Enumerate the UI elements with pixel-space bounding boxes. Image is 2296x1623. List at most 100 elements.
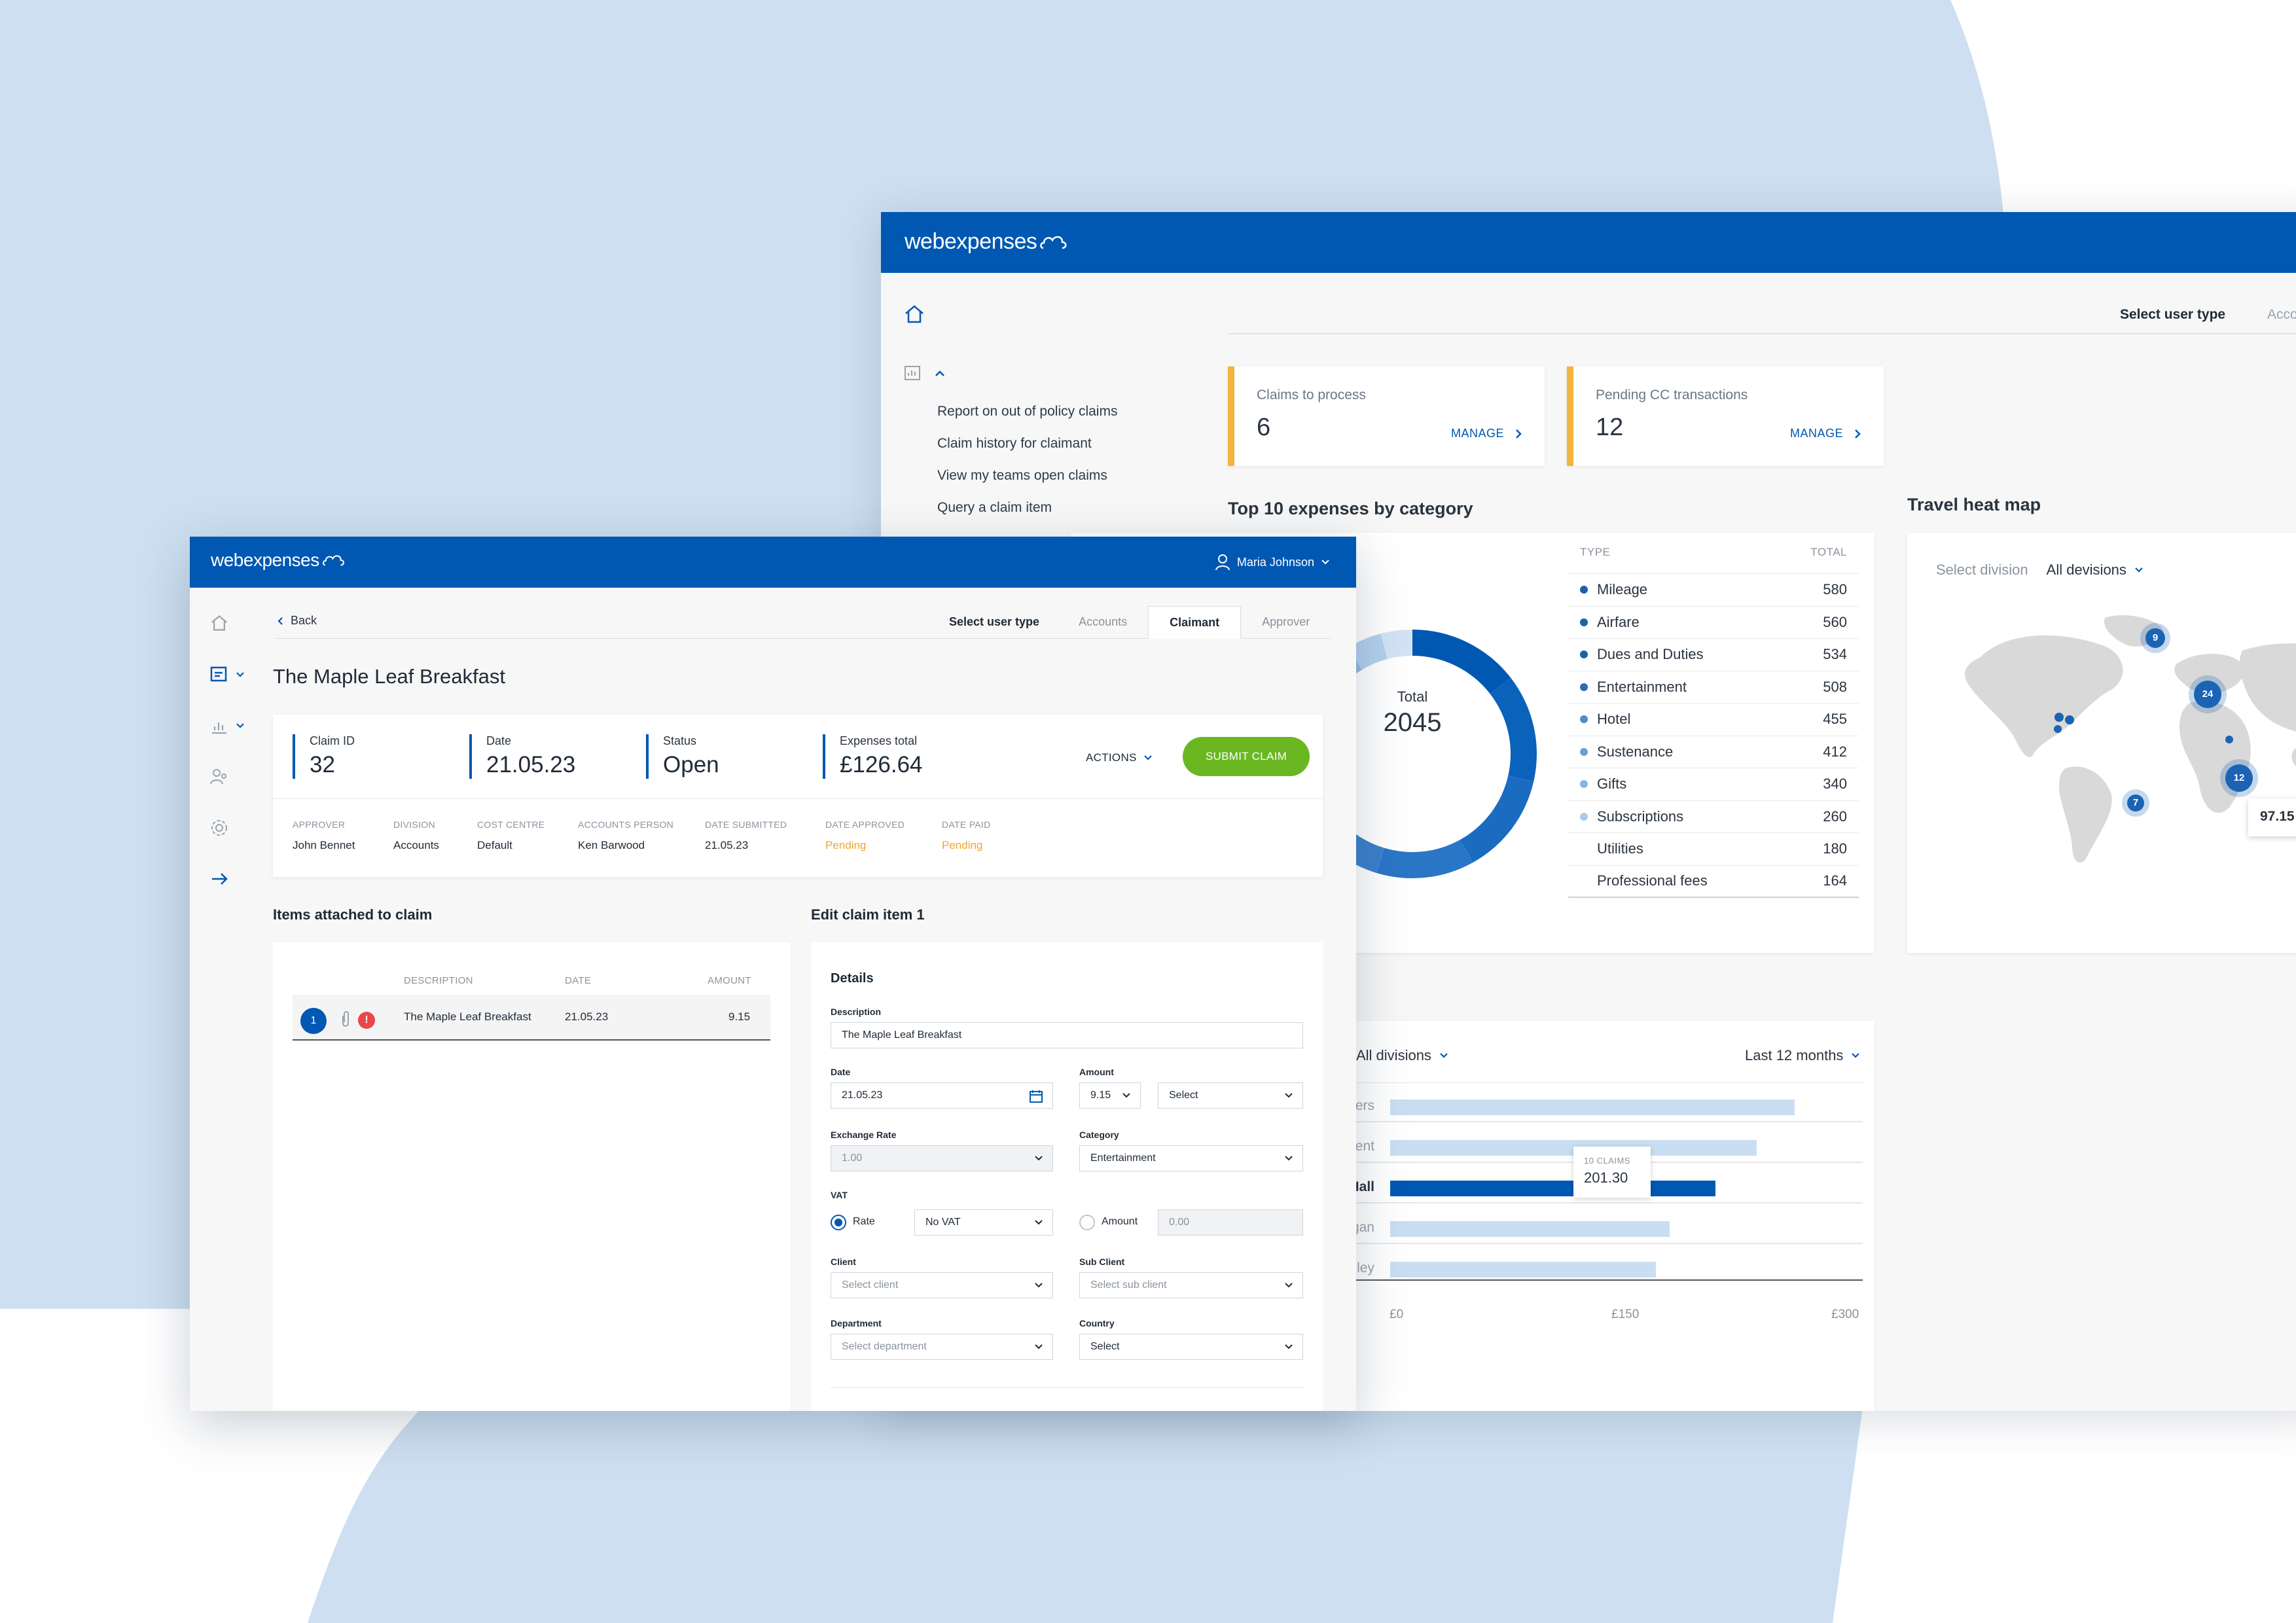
sidebar-users[interactable] <box>209 767 229 787</box>
category-total: 560 <box>1823 613 1847 630</box>
manage-claims-link[interactable]: MANAGE <box>1451 427 1522 440</box>
department-select[interactable]: Select department <box>831 1334 1053 1360</box>
bars-range-select[interactable]: Last 12 months <box>1745 1047 1860 1064</box>
client-select[interactable]: Select client <box>831 1272 1053 1298</box>
category-total: 340 <box>1823 776 1847 793</box>
bar[interactable] <box>1390 1262 1656 1277</box>
legend-dot <box>1580 877 1588 885</box>
manage-cc-link[interactable]: MANAGE <box>1790 427 1861 440</box>
stat-label: Status <box>663 734 697 747</box>
meta-division: DIVISION Accounts <box>393 819 439 852</box>
category-select[interactable]: Entertainment <box>1079 1145 1303 1171</box>
arrow-right-icon <box>212 873 228 885</box>
tab-claimant[interactable]: Claimant <box>1148 606 1242 639</box>
exchange-rate-input[interactable]: 1.00 <box>831 1145 1053 1171</box>
back-link[interactable]: Back <box>278 614 317 628</box>
department-placeholder: Select department <box>842 1341 927 1352</box>
paperclip-icon[interactable] <box>340 1009 351 1029</box>
sidebar-home[interactable] <box>903 304 925 328</box>
sidebar-settings[interactable] <box>209 818 229 838</box>
calendar-icon[interactable] <box>1029 1089 1043 1103</box>
heat-pin[interactable]: 9 <box>2145 628 2165 648</box>
vat-rate-radio[interactable] <box>831 1215 846 1230</box>
menu-item-claim-history[interactable]: Claim history for claimant <box>937 436 1092 451</box>
vat-select[interactable]: No VAT <box>914 1209 1053 1236</box>
sub-client-select[interactable]: Select sub client <box>1079 1272 1303 1298</box>
description-input[interactable]: The Maple Leaf Breakfast <box>831 1022 1303 1048</box>
category-label: Sustenance <box>1597 743 1674 760</box>
country-select[interactable]: Select <box>1079 1334 1303 1360</box>
dashboard-logo[interactable]: webexpenses <box>905 229 1068 255</box>
col-description: DESCRIPTION <box>404 975 473 986</box>
bars-division-select[interactable]: All divisions <box>1356 1047 1448 1064</box>
meta-label: APPROVER <box>293 819 346 830</box>
kpi-claims-to-process: Claims to process 6 MANAGE <box>1228 366 1545 466</box>
bar-category-label: ent <box>1355 1139 1374 1154</box>
chevron-left-icon <box>278 616 283 625</box>
sidebar-claims[interactable] <box>209 665 245 685</box>
stat-status: Status Open <box>646 734 719 779</box>
vat-amount-input[interactable]: 0.00 <box>1158 1209 1303 1236</box>
category-label: Hotel <box>1597 711 1631 728</box>
legend-dot <box>1580 651 1588 659</box>
donut-slice[interactable] <box>1490 677 1537 782</box>
tab-accounts[interactable]: Accounts <box>1058 606 1149 639</box>
cloud-logo-icon <box>1040 236 1067 249</box>
table-row[interactable]: 1 ! The Maple Leaf Breakfast 21.05.23 9.… <box>293 995 770 1041</box>
currency-select[interactable]: Select <box>1158 1082 1303 1109</box>
menu-item-query-claim[interactable]: Query a claim item <box>937 500 1052 515</box>
bar[interactable] <box>1390 1221 1670 1237</box>
donut-slice[interactable] <box>1376 840 1473 878</box>
donut-slice[interactable] <box>1348 633 1388 670</box>
heat-pin[interactable]: 12 <box>2225 764 2253 792</box>
stat-label: Expenses total <box>840 734 918 747</box>
category-total: 508 <box>1823 678 1847 695</box>
category-value: Entertainment <box>1090 1152 1156 1164</box>
sidebar-expand[interactable] <box>209 869 229 889</box>
date-input[interactable]: 21.05.23 <box>831 1082 1053 1109</box>
category-label: Mileage <box>1597 581 1648 598</box>
bar[interactable] <box>1390 1099 1795 1115</box>
item-description: The Maple Leaf Breakfast <box>404 1010 531 1023</box>
tab-approver[interactable]: Approver <box>1241 606 1331 639</box>
chevron-down-icon <box>1143 755 1152 760</box>
claim-logo[interactable]: webexpenses <box>211 550 346 571</box>
sidebar-reports[interactable] <box>209 716 245 736</box>
donut-slice[interactable] <box>1380 630 1412 659</box>
vat-amount-radio[interactable] <box>1079 1215 1095 1230</box>
amount-input[interactable]: 9.15 <box>1079 1082 1141 1109</box>
division-select[interactable]: All devisions <box>2047 562 2144 579</box>
menu-item-out-of-policy[interactable]: Report on out of policy claims <box>937 404 1118 419</box>
donut-slice[interactable] <box>1412 630 1511 694</box>
alert-icon[interactable]: ! <box>358 1012 375 1029</box>
bars-tooltip-value: 201.30 <box>1584 1169 1628 1186</box>
stat-value: 21.05.23 <box>486 752 576 777</box>
category-name: Mileage <box>1580 581 1647 598</box>
user-name: Maria Johnson <box>1236 555 1314 569</box>
menu-item-team-open-claims[interactable]: View my teams open claims <box>937 468 1107 483</box>
stat-value: £126.64 <box>840 752 923 777</box>
donut-slice[interactable] <box>1460 776 1534 863</box>
tab-accounts[interactable]: Acco <box>2267 307 2296 322</box>
user-icon <box>1215 554 1230 571</box>
world-map <box>1965 615 2296 863</box>
submit-claim-button[interactable]: SUBMIT CLAIM <box>1183 737 1310 776</box>
sidebar-home[interactable] <box>209 614 229 632</box>
bar[interactable] <box>1390 1181 1715 1196</box>
meta-accounts-person: ACCOUNTS PERSON Ken Barwood <box>578 819 673 852</box>
actions-dropdown[interactable]: ACTIONS <box>1086 751 1153 764</box>
stat-value: 32 <box>310 752 335 777</box>
meta-label: DATE PAID <box>942 819 991 830</box>
sub-client-label: Sub Client <box>1079 1257 1125 1267</box>
table-row: Sustenance 412 <box>1568 736 1859 768</box>
select-user-type-label: Select user type <box>2120 307 2226 322</box>
chevron-right-icon <box>1516 429 1522 438</box>
country-value: Select <box>1090 1341 1120 1352</box>
legend-dot <box>1580 812 1588 821</box>
heat-pin[interactable]: 24 <box>2194 681 2221 708</box>
user-menu[interactable]: Maria Johnson <box>1215 554 1330 571</box>
sidebar-reports[interactable] <box>903 364 945 383</box>
meta-approver: APPROVER John Bennet <box>293 819 355 852</box>
category-table: TYPE TOTAL Mileage 580 Airfare 560 Dues and … <box>1568 546 1859 898</box>
heat-pin[interactable]: 7 <box>2127 794 2144 812</box>
